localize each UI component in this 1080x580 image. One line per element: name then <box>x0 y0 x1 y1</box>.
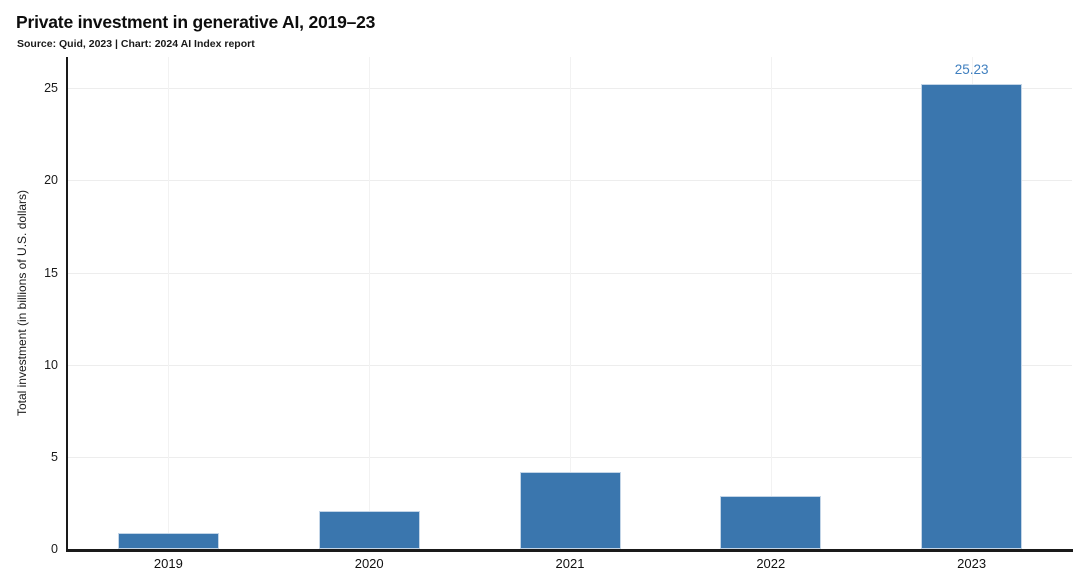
y-tick-label-5: 5 <box>51 449 58 464</box>
bar-2023 <box>921 84 1023 549</box>
vertical-gridline-2021 <box>570 57 571 549</box>
x-tick-label-2020: 2020 <box>354 556 384 571</box>
y-tick-label-0: 0 <box>51 542 58 556</box>
x-axis-line <box>66 549 1073 552</box>
x-tick-label-2021: 2021 <box>555 556 585 571</box>
bar-2019 <box>117 533 219 549</box>
bar-2020 <box>318 510 420 549</box>
y-axis-title: Total investment (in billions of U.S. do… <box>15 189 29 417</box>
bar-2021 <box>519 471 621 549</box>
vertical-gridline-2019 <box>168 57 169 549</box>
x-tick-label-2023: 2023 <box>957 556 987 571</box>
y-tick-label-20: 20 <box>44 173 58 188</box>
y-tick-label-25: 25 <box>44 81 58 96</box>
x-tick-label-2019: 2019 <box>153 556 183 571</box>
vertical-gridline-2022 <box>771 57 772 549</box>
y-tick-label-15: 15 <box>44 265 58 280</box>
bar-value-label-2023: 25.23 <box>954 62 989 78</box>
vertical-gridline-2020 <box>369 57 370 549</box>
bar-2022 <box>720 496 822 549</box>
chart-subtitle: Source: Quid, 2023 | Chart: 2024 AI Inde… <box>17 38 255 50</box>
chart-title: Private investment in generative AI, 201… <box>16 12 376 32</box>
y-axis-line <box>66 57 68 550</box>
x-tick-label-2022: 2022 <box>756 556 786 571</box>
y-tick-label-10: 10 <box>44 357 58 372</box>
